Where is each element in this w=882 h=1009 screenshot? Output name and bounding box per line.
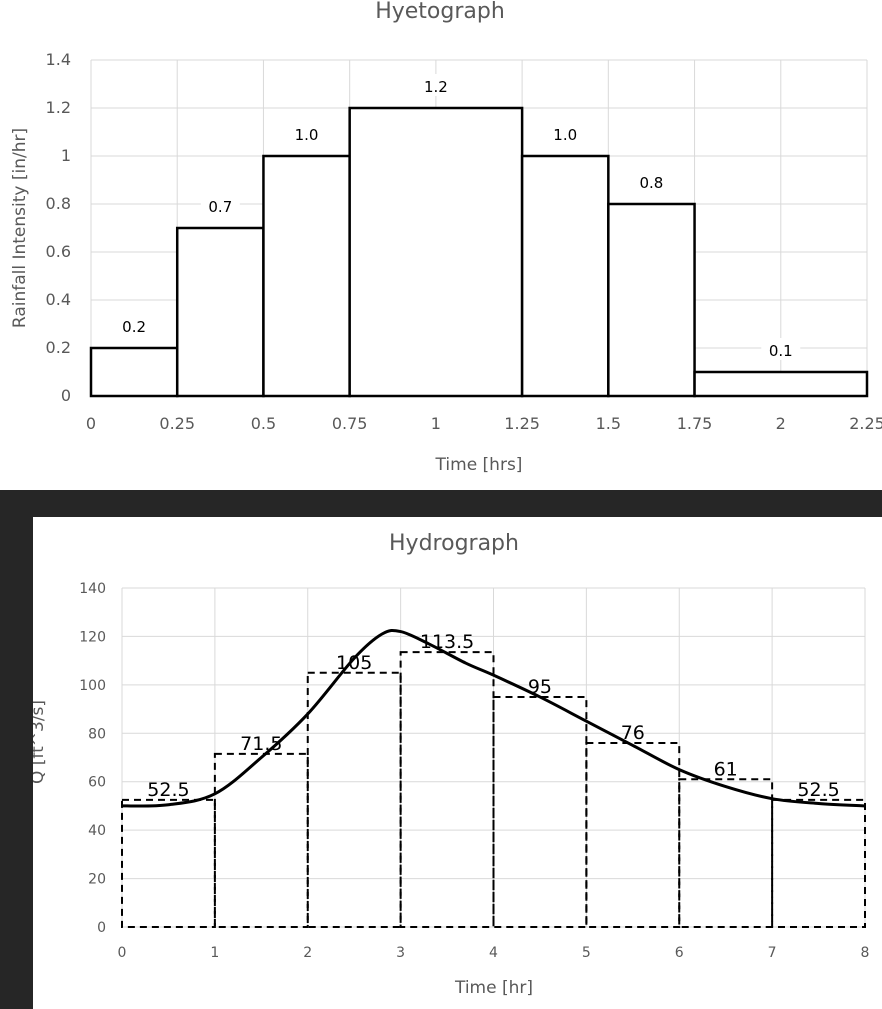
- hyeto-x-tick-label: 0.75: [332, 414, 368, 433]
- hydro-bar-1: [213, 752, 309, 928]
- hyeto-y-tick-label: 0.6: [46, 242, 71, 261]
- hydrograph-plot-background: [33, 517, 882, 1009]
- hydrograph-curve-group: [121, 628, 866, 808]
- hydro-x-tick-label: 6: [675, 945, 684, 961]
- hydrograph-bars: [121, 651, 866, 929]
- hyeto-x-tick-label: 0.25: [159, 414, 195, 433]
- hyeto-x-tick-label: 2: [776, 414, 786, 433]
- hydro-data-label: 105: [336, 652, 372, 674]
- hydro-data-label: 52.5: [797, 779, 839, 801]
- hyeto-data-label: 0.2: [122, 318, 146, 336]
- hydro-curve: [121, 628, 866, 808]
- hyeto-y-tick-label: 0: [61, 386, 71, 405]
- hyeto-x-tick-label: 0.5: [251, 414, 276, 433]
- hydrograph-chart: Hydrograph 0 20 40 60 80 100 120 140 0 1 2 3 4 5 6 7 8 5…: [33, 517, 882, 1009]
- hyeto-x-tick-label: 1: [431, 414, 441, 433]
- hyeto-data-label: 0.8: [640, 174, 664, 192]
- hyetograph-data-labels: 0.2 0.7 1.0 1.2 1.0 0.8 0.1: [114, 74, 801, 360]
- hyeto-data-label: 0.7: [208, 198, 232, 216]
- hydro-x-tick-label: 5: [582, 945, 591, 961]
- hydro-x-tick-label: 7: [768, 945, 777, 961]
- hyeto-x-tick-label: 1.5: [596, 414, 621, 433]
- hyeto-bar-3: [348, 106, 524, 398]
- hyeto-data-label: 1.0: [295, 126, 319, 144]
- hyetograph-y-axis-title: Rainfall Intensity [in/hr]: [10, 128, 30, 328]
- hyeto-y-tick-label: 1: [61, 146, 71, 165]
- hyeto-y-tick-label: 0.8: [46, 194, 71, 213]
- hyeto-data-label: 1.2: [424, 78, 448, 96]
- hydro-y-tick-label: 0: [97, 920, 106, 936]
- hyetograph-ticks: 0 0.2 0.4 0.6 0.8 1 1.2 1.4 0 0.25 0.5 0.75 1 1.25 1.5…: [46, 50, 882, 433]
- hydro-y-tick-label: 60: [88, 775, 106, 791]
- hyetograph-title: Hyetograph: [375, 0, 505, 24]
- hydrograph-title: Hydrograph: [389, 531, 519, 556]
- hydro-y-tick-label: 40: [88, 823, 106, 839]
- hyetograph-chart: Hyetograph 00.20.40.60.811.21.40 0.25 0.5 0…: [10, 0, 882, 475]
- hydrograph-data-labels: 52.5 71.5 105 113.5 95 76 61 52.5: [147, 631, 839, 801]
- hydrograph-ticks: 0 20 40 60 80 100 120 140 0 1 2 3 4 5 6 7 8: [79, 581, 869, 961]
- hyeto-data-label: 0.1: [769, 342, 793, 360]
- hydro-data-label: 61: [714, 758, 738, 780]
- hydro-bar-2: [306, 671, 402, 928]
- hydro-x-tick-label: 1: [210, 945, 219, 961]
- hydro-x-tick-label: 3: [396, 945, 405, 961]
- hyeto-data-label: 1.0: [553, 126, 577, 144]
- hyeto-label-bg: [114, 314, 154, 336]
- hyeto-label-bg: [761, 338, 801, 360]
- hyeto-label-bg: [631, 170, 671, 192]
- hyeto-y-tick-label: 0.4: [46, 290, 71, 309]
- hyetograph-bars: [89, 106, 869, 398]
- hyeto-bar-6: [693, 370, 869, 398]
- hydrograph-x-axis-title: Time [hr]: [454, 978, 533, 998]
- hydro-x-tick-label: 0: [118, 945, 127, 961]
- hyeto-bar-1: [175, 226, 265, 398]
- hyeto-x-tick-label: 1.25: [504, 414, 540, 433]
- hyeto-x-tick-label: 1.75: [677, 414, 713, 433]
- hydro-y-tick-label: 120: [79, 629, 106, 645]
- hyeto-y-tick-label: 0.2: [46, 338, 71, 357]
- hyetograph-x-axis-title: Time [hrs]: [435, 455, 523, 475]
- hydrograph-y-axis-title: Q [ft^3/s]: [33, 700, 48, 784]
- hyeto-bar-4: [520, 154, 610, 398]
- hydro-x-tick-label: 4: [489, 945, 498, 961]
- hyeto-label-bg: [416, 74, 456, 96]
- hydro-y-tick-label: 100: [79, 678, 106, 694]
- hydro-bar-7: [771, 798, 866, 928]
- hyeto-x-tick-label: 0: [86, 414, 96, 433]
- hyeto-bar-5: [607, 202, 696, 398]
- hydro-data-label: 113.5: [420, 631, 474, 653]
- hyeto-bar-0: [89, 346, 179, 398]
- hyeto-label-bg: [287, 122, 327, 144]
- hyeto-x-tick-label: 2.25: [849, 414, 882, 433]
- hydro-data-label: 76: [621, 722, 645, 744]
- hyeto-label-bg: [200, 194, 240, 216]
- hyeto-y-tick-label: 1.2: [46, 98, 71, 117]
- hydro-data-label: 95: [528, 676, 552, 698]
- hyeto-y-tick-label: 1.4: [46, 50, 71, 69]
- hyeto-bar-2: [262, 154, 351, 398]
- hydro-x-tick-label: 2: [303, 945, 312, 961]
- hydro-x-tick-label: 8: [861, 945, 870, 961]
- hydro-data-label: 71.5: [240, 733, 282, 755]
- hydro-y-tick-label: 80: [88, 726, 106, 742]
- hyeto-label-bg: [545, 122, 585, 144]
- hydro-y-tick-label: 140: [79, 581, 106, 597]
- hydro-y-tick-label: 20: [88, 872, 106, 888]
- hydro-data-label: 52.5: [147, 779, 189, 801]
